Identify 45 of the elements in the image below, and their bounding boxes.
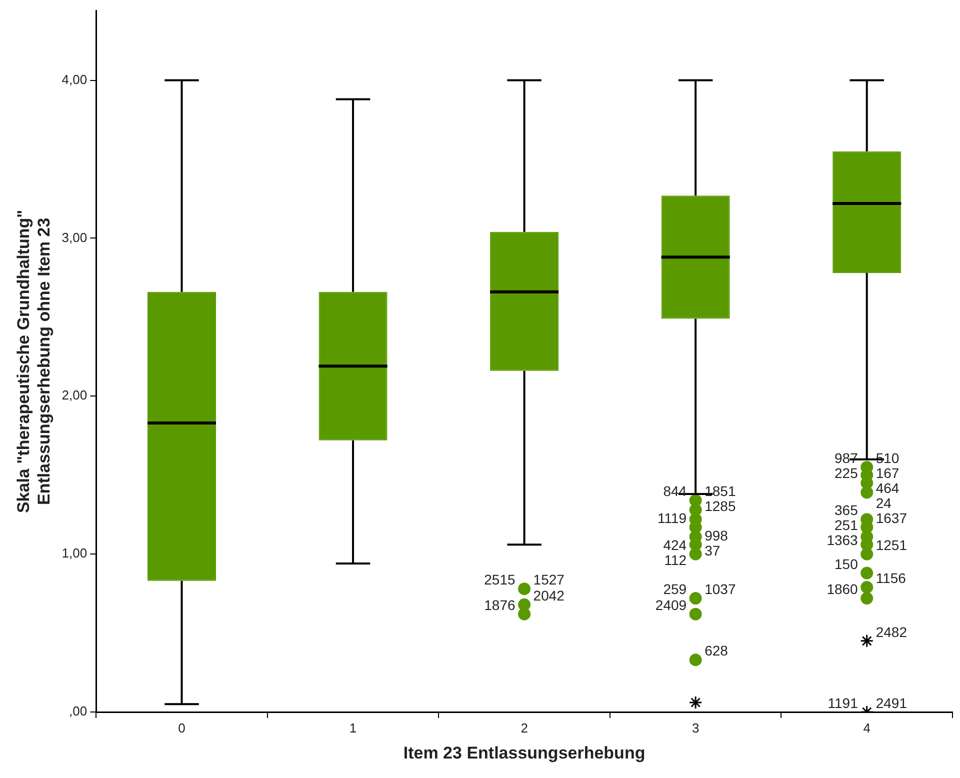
y-axis-title: Skala "therapeutische Grundhaltung" Entlassungserhebung ohne Item 23	[14, 210, 54, 514]
annotation: 1860	[826, 581, 858, 598]
annotation: 1851	[704, 483, 736, 500]
annotation: 424	[663, 536, 687, 553]
annotation: 112	[664, 552, 687, 568]
annotation: 1876	[484, 596, 516, 613]
annotation: 1156	[876, 570, 906, 586]
x-tick-label: 0	[178, 720, 186, 736]
y-tick-label: 2,00	[62, 388, 88, 403]
x-tick-label: 4	[863, 720, 870, 736]
annotation: 167	[876, 465, 900, 482]
annotation: 1637	[876, 510, 908, 526]
x-axis-title: Item 23 Entlassungserhebung	[403, 743, 646, 762]
annotation: 150	[834, 556, 858, 572]
annotation: 225	[834, 465, 858, 482]
annotation: 1037	[704, 581, 736, 598]
x-tick-label: 2	[520, 720, 528, 736]
annotation: 844	[663, 483, 687, 500]
annotation: 2409	[655, 596, 687, 613]
y-tick-label: ,00	[69, 704, 88, 719]
annotation: 251	[834, 517, 858, 534]
annotation: 1363	[826, 532, 858, 548]
annotation: 2482	[876, 624, 908, 640]
annotation: 1191	[828, 694, 858, 711]
annotation: 1119	[658, 510, 687, 526]
x-tick-label: 1	[349, 720, 357, 736]
annotation: 510	[876, 450, 900, 466]
annotation: 1527	[533, 572, 565, 588]
annotation: 1251	[876, 536, 908, 553]
annotation: 2491	[876, 694, 908, 711]
annotation: 998	[704, 527, 728, 544]
x-tick-label: 3	[692, 720, 700, 736]
annotation: 464	[876, 480, 900, 496]
annotation: 24	[876, 495, 892, 512]
annotation: 987	[834, 450, 858, 466]
annotation: 2042	[533, 587, 565, 604]
y-tick-label: 4,00	[62, 72, 88, 87]
annotation: 37	[704, 542, 720, 558]
annotation: 2515	[484, 572, 516, 588]
annotation: 365	[834, 502, 858, 518]
annotation: 628	[704, 642, 728, 659]
annotation: 1285	[704, 498, 736, 514]
y-tick-label: 3,00	[62, 230, 88, 245]
annotation: 259	[663, 581, 687, 598]
y-tick-label: 1,00	[62, 546, 88, 561]
